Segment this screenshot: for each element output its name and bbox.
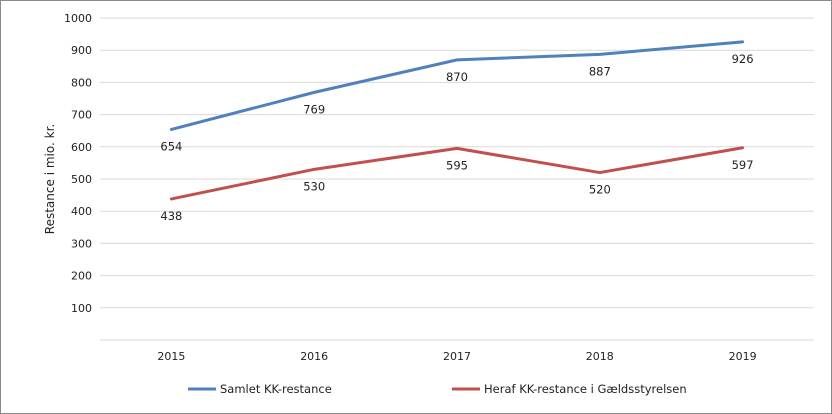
gridlines xyxy=(100,17,814,341)
y-axis-ticks: 100 200 300 400 500 600 700 800 900 1000 xyxy=(64,12,92,315)
y-tick-label: 500 xyxy=(71,173,92,186)
y-tick-label: 100 xyxy=(71,302,92,315)
data-label: 438 xyxy=(160,209,182,223)
data-label: 870 xyxy=(446,70,468,84)
y-tick-label: 800 xyxy=(71,76,92,89)
x-tick-label: 2019 xyxy=(729,350,757,363)
data-label: 654 xyxy=(160,139,182,153)
x-tick-label: 2018 xyxy=(586,350,614,363)
data-labels: 654 769 870 887 926 438 530 595 520 597 xyxy=(160,52,753,223)
y-tick-label: 300 xyxy=(71,237,92,250)
series-lines xyxy=(169,40,745,201)
data-label: 530 xyxy=(303,179,325,193)
x-tick-label: 2015 xyxy=(157,350,185,363)
legend-label: Samlet KK-restance xyxy=(220,382,332,396)
y-axis-label: Restance i mio. kr. xyxy=(43,124,57,234)
y-tick-label: 200 xyxy=(71,270,92,283)
y-tick-label: 600 xyxy=(71,141,92,154)
data-label: 520 xyxy=(589,183,611,197)
series-line xyxy=(169,40,745,131)
legend: Samlet KK-restance Heraf KK-restance i Gæ… xyxy=(188,382,687,396)
series-line xyxy=(169,146,745,201)
data-label: 597 xyxy=(732,158,754,172)
data-label: 595 xyxy=(446,158,468,172)
y-tick-label: 700 xyxy=(71,109,92,122)
data-label: 926 xyxy=(732,52,754,66)
data-label: 887 xyxy=(589,64,611,78)
legend-label: Heraf KK-restance i Gældsstyrelsen xyxy=(484,382,687,396)
y-tick-label: 900 xyxy=(71,44,92,57)
x-tick-label: 2016 xyxy=(300,350,328,363)
y-tick-label: 400 xyxy=(71,205,92,218)
data-label: 769 xyxy=(303,102,325,116)
y-tick-label: 1000 xyxy=(64,12,92,25)
x-axis-ticks: 2015 2016 2017 2018 2019 xyxy=(157,350,756,363)
x-tick-label: 2017 xyxy=(443,350,471,363)
